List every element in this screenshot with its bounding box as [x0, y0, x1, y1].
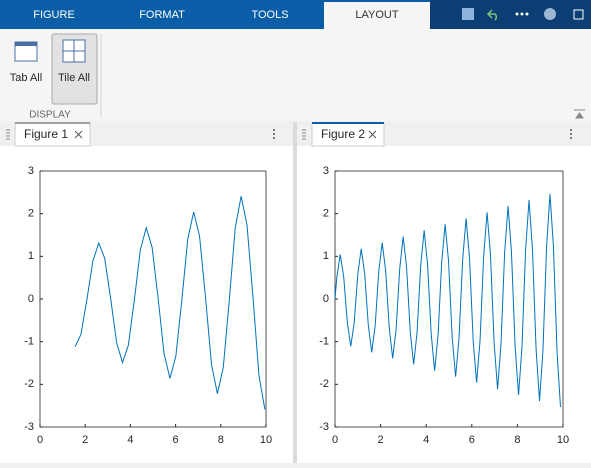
quick-access-bar	[430, 0, 591, 29]
ribbon	[0, 29, 591, 121]
x-tick-label: 2	[378, 434, 384, 446]
close-icon[interactable]	[74, 130, 377, 139]
axes-box	[334, 170, 564, 428]
undock-icon[interactable]	[573, 9, 584, 20]
y-tick-label: 3	[323, 165, 329, 177]
more-icon[interactable]	[515, 12, 529, 16]
tab[interactable]: FIGURE	[33, 9, 75, 21]
tab-accent	[312, 122, 384, 124]
data-line	[334, 194, 561, 407]
y-tick-label: 2	[28, 208, 34, 220]
x-tick-label: 6	[173, 434, 179, 446]
tab-accent	[15, 122, 90, 124]
tab[interactable]: TOOLS	[251, 9, 288, 21]
y-tick-label: 1	[323, 250, 329, 262]
figure-tab-title: Figure 2	[321, 127, 365, 141]
x-tick-label: 10	[260, 434, 272, 446]
grip-icon	[6, 129, 306, 140]
save-icon[interactable]	[462, 8, 474, 20]
x-tick-label: 0	[37, 434, 43, 446]
y-tick-label: 3	[28, 165, 34, 177]
panel-menu-icon[interactable]	[273, 129, 572, 139]
active-tab	[324, 2, 430, 29]
y-tick-label: 1	[28, 250, 34, 262]
axes-box	[39, 170, 267, 428]
tab[interactable]: LAYOUT	[355, 9, 398, 21]
x-tick-label: 10	[557, 434, 569, 446]
y-tick-label: -1	[24, 336, 34, 348]
x-tick-label: 8	[514, 434, 520, 446]
undo-icon[interactable]	[486, 9, 498, 21]
y-tick-label: 0	[323, 293, 329, 305]
tile-all-grid	[63, 40, 85, 62]
collapse-icon[interactable]	[574, 109, 585, 119]
ribbon-button[interactable]: Tab All	[10, 72, 42, 84]
section-label: DISPLAY	[29, 110, 71, 121]
x-tick-label: 6	[469, 434, 475, 446]
ribbon-button[interactable]: Tile All	[58, 72, 90, 84]
dropdown-icon[interactable]	[544, 8, 556, 20]
y-tick-label: -2	[24, 378, 34, 390]
x-tick-label: 8	[218, 434, 224, 446]
y-tick-label: 2	[323, 208, 329, 220]
y-tick-label: -1	[319, 336, 329, 348]
x-tick-label: 4	[423, 434, 429, 446]
y-tick-label: -3	[24, 421, 34, 433]
x-tick-label: 2	[82, 434, 88, 446]
tab-all-icon-bar	[15, 42, 37, 46]
tab[interactable]: FORMAT	[139, 9, 185, 21]
splitter	[293, 122, 297, 463]
data-line	[74, 196, 266, 410]
y-tick-label: -3	[319, 421, 329, 433]
y-tick-label: -2	[319, 378, 329, 390]
x-tick-label: 0	[332, 434, 338, 446]
figure-tab-title: Figure 1	[24, 127, 68, 141]
y-tick-label: 0	[28, 293, 34, 305]
x-tick-label: 4	[127, 434, 133, 446]
